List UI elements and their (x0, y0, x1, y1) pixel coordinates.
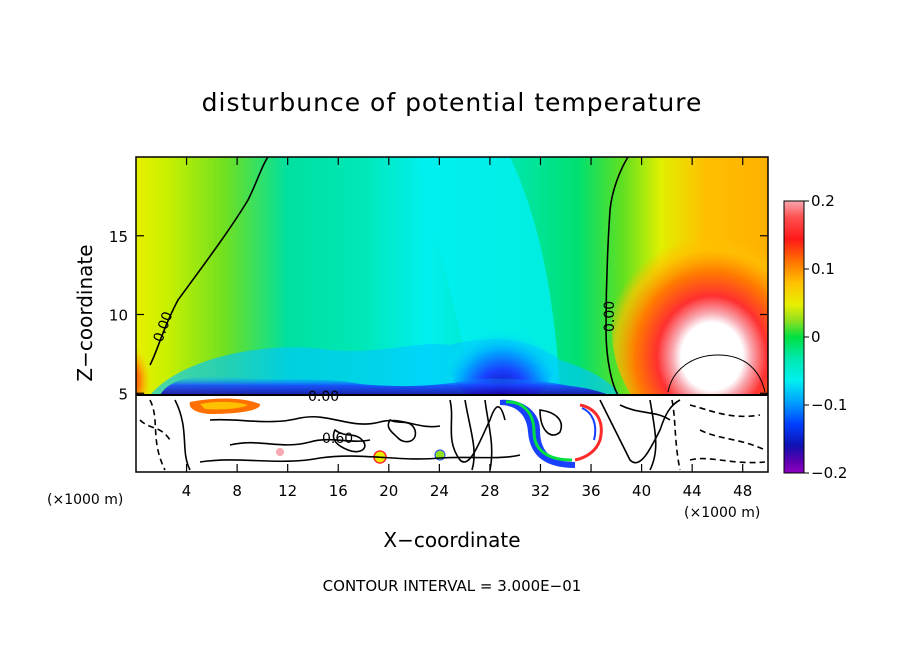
x-tick-label: 32 (531, 482, 550, 500)
colorbar-axis: 0.2 0.1 0 −0.1 −0.2 (804, 192, 847, 482)
y-tick-label: 5 (118, 385, 128, 403)
contour-interval-note: CONTOUR INTERVAL = 3.000E−01 (323, 577, 582, 595)
plot-area: 0.00 0.00 0.00 0.60 (136, 157, 768, 472)
warm-core (612, 220, 768, 440)
interface-band (160, 375, 610, 395)
contour-label: 0.00 (308, 389, 339, 405)
streak-edge (505, 400, 573, 462)
x-axis-title: X−coordinate (383, 528, 520, 552)
contour-lines (139, 157, 766, 471)
cold-streak (500, 399, 575, 468)
warm-streak (574, 403, 603, 462)
x-axis: 4 8 12 16 20 24 28 32 36 40 44 48 (182, 157, 752, 500)
x-axis-unit-right: (×1000 m) (684, 505, 760, 521)
contour-label: 0.60 (322, 431, 353, 447)
x-tick-label: 40 (632, 482, 651, 500)
y-axis: 5 10 15 (109, 228, 768, 403)
x-tick-label: 8 (232, 482, 242, 500)
x-tick-label: 20 (379, 482, 398, 500)
x-tick-label: 44 (683, 482, 702, 500)
pink-speck (276, 448, 284, 456)
x-tick-label: 16 (329, 482, 348, 500)
x-tick-label: 36 (581, 482, 600, 500)
colorbar-tick-label: 0 (811, 328, 821, 346)
x-tick-label: 4 (182, 482, 192, 500)
x-axis-unit-left: (×1000 m) (47, 492, 123, 508)
x-tick-label: 28 (480, 482, 499, 500)
colorbar (783, 200, 805, 474)
warm-patch-inner (200, 401, 248, 410)
y-tick-label: 10 (109, 307, 128, 325)
contour-label: 0.00 (602, 301, 618, 332)
colorbar-tick-label: −0.1 (811, 396, 847, 414)
colorbar-tick-label: 0.1 (811, 260, 835, 278)
x-tick-label: 12 (278, 482, 297, 500)
y-tick-label: 15 (109, 228, 128, 246)
y-axis-title: Z−coordinate (73, 244, 97, 381)
chart-title: disturbunce of potential temperature (202, 88, 703, 117)
x-tick-label: 24 (430, 482, 449, 500)
x-tick-label: 48 (733, 482, 752, 500)
cold-streak-thin (581, 407, 597, 441)
colorbar-tick-label: 0.2 (811, 192, 835, 210)
colorbar-tick-label: −0.2 (811, 464, 847, 482)
